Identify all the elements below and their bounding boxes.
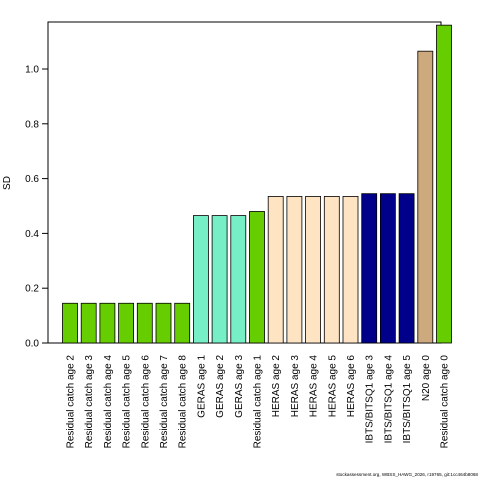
x-tick-label: IBTS/BITSQ1 age 5 [402,355,413,444]
bar [249,211,265,344]
x-tick-label: IBTS/BITSQ1 age 3 [365,355,376,444]
x-tick-label: GERAS age 2 [215,355,226,418]
bar [136,302,153,344]
x-tick-label: Residual catch age 2 [66,355,77,449]
x-tick-label: HERAS age 2 [271,355,282,418]
bar [80,302,97,344]
bars [62,24,452,344]
bar [305,196,322,344]
x-tick-label: IBTS/BITSQ1 age 4 [383,355,394,444]
x-tick-label: Residual catch age 0 [440,355,451,449]
y-tick-label: 0.4 [25,229,39,240]
x-tick-label: Residual catch age 7 [159,355,170,449]
bar [118,302,134,344]
bar [211,215,228,344]
bar [192,215,209,344]
x-tick-label: HERAS age 4 [309,355,320,418]
bar [286,196,303,344]
x-tick-label: HERAS age 6 [346,355,357,418]
y-tick-label: 0.2 [25,284,39,295]
x-tick-label: Residual catch age 1 [253,355,264,449]
bar [361,193,378,344]
bar [99,302,116,344]
bar [230,215,247,344]
y-tick-label: 0.8 [25,119,39,130]
x-tick-label: Residual catch age 8 [178,355,189,449]
x-tick-label: Residual catch age 5 [122,355,133,449]
x-tick-label: Residual catch age 4 [103,355,114,449]
bar [155,302,172,344]
x-tick-label: GERAS age 3 [234,355,245,418]
x-axis-labels: Residual catch age 2 Residual catch age 3… [66,355,451,449]
bar [174,302,191,344]
bar [323,196,340,344]
bar [417,50,434,344]
y-tick-label: 1.0 [25,65,39,76]
x-tick-label: Residual catch age 3 [84,355,95,449]
footnote: stockassessment.org, WBSS_HAWG_2026, r19… [336,472,478,477]
y-axis: 0.0 0.2 0.4 0.6 0.8 1.0 [25,65,49,350]
bar [436,24,452,344]
bar [379,193,396,344]
y-axis-title: SD [2,176,13,190]
y-tick-label: 0.6 [25,174,39,185]
x-tick-label: Residual catch age 6 [140,355,151,449]
y-tick-label: 0.0 [25,339,39,350]
x-tick-label: HERAS age 5 [327,355,338,418]
bar [267,196,284,344]
bar [62,302,78,344]
bar [398,193,415,344]
bar [342,196,359,344]
x-tick-label: HERAS age 3 [290,355,301,418]
x-tick-label: GERAS age 1 [196,355,207,418]
x-tick-label: N20 age 0 [421,355,432,402]
